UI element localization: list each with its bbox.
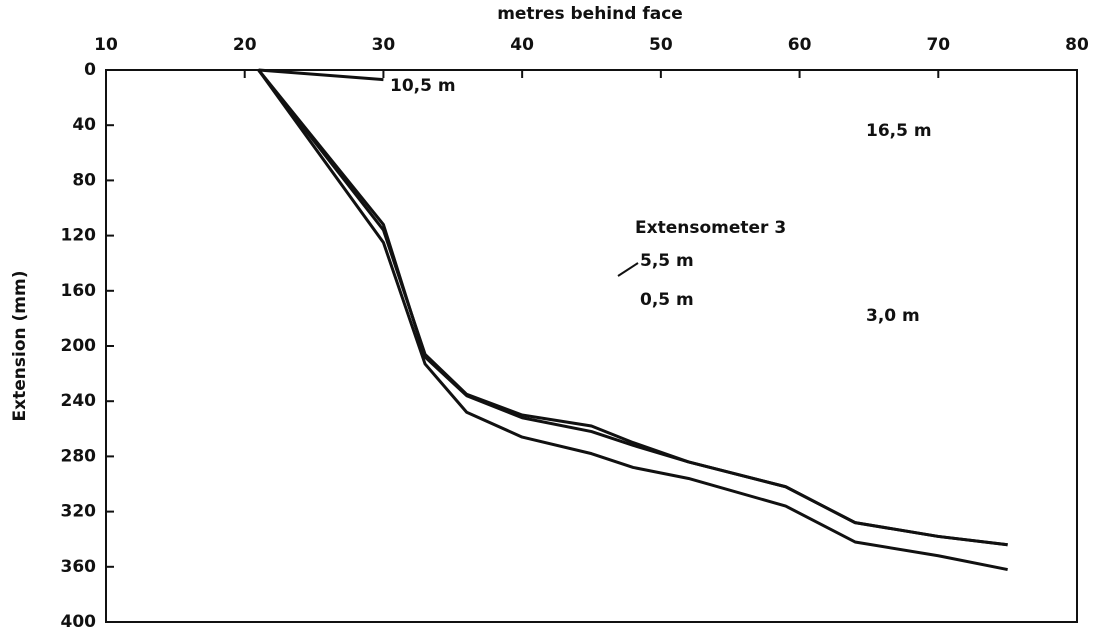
x-tick-label: 40	[510, 35, 534, 55]
x-tick-label: 50	[649, 35, 673, 55]
x-tick-label: 10	[94, 35, 118, 55]
line-series	[257, 69, 1008, 547]
y-tick-label: 120	[61, 226, 97, 246]
x-tick-label: 30	[372, 35, 396, 55]
annotation: Extensometer 3	[635, 218, 786, 238]
y-tick-label: 0	[84, 60, 96, 80]
annotation: 16,5 m	[866, 121, 932, 141]
x-tick-label: 80	[1065, 35, 1089, 55]
series-label: 3,0 m	[866, 306, 920, 326]
plot-frame	[105, 69, 1078, 623]
x-tick-label: 20	[233, 35, 257, 55]
x-tick-label: 60	[788, 35, 812, 55]
y-tick-label: 240	[61, 391, 97, 411]
y-tick-label: 200	[61, 336, 97, 356]
series-label: 0,5 m	[640, 290, 694, 310]
y-tick-label: 280	[61, 446, 97, 466]
y-tick-label: 320	[61, 502, 97, 522]
y-tick-label: 80	[72, 170, 96, 190]
y-tick-label: 360	[61, 557, 97, 577]
y-axis-label: Extension (mm)	[10, 271, 30, 422]
x-axis-label: metres behind face	[497, 4, 683, 24]
x-tick-label: 70	[926, 35, 950, 55]
y-tick-label: 400	[61, 612, 97, 627]
y-tick-label: 160	[61, 281, 97, 301]
y-tick-label: 40	[72, 115, 96, 135]
leader	[617, 262, 639, 277]
line-series	[257, 69, 1008, 572]
series-label: 5,5 m	[640, 251, 694, 271]
line-series	[258, 68, 384, 82]
series-label: 10,5 m	[390, 76, 456, 96]
